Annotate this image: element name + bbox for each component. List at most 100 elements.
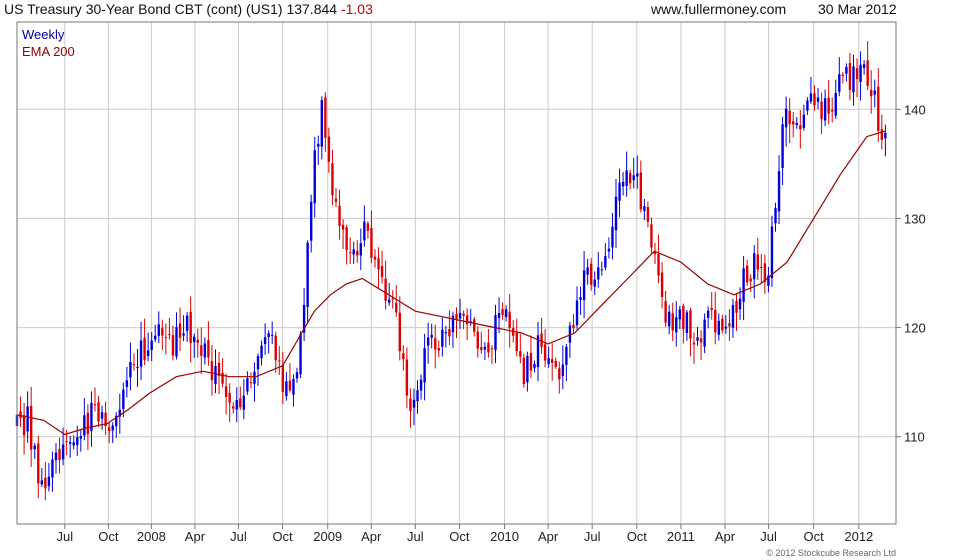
candle-body [551, 359, 554, 363]
candle-body [146, 350, 150, 357]
x-tick-label: Jul [230, 529, 247, 544]
candle-body [324, 97, 327, 138]
candle-body [256, 356, 260, 370]
candle-body [497, 313, 501, 319]
candle-body [781, 124, 784, 168]
candle-body [664, 301, 667, 323]
candle-body [189, 311, 192, 344]
candles [15, 41, 887, 501]
candle-body [136, 367, 139, 369]
candle-body [200, 345, 203, 356]
candle-body [866, 60, 869, 87]
candle-body [285, 381, 288, 397]
candle-body [239, 398, 242, 408]
candle-body [320, 100, 324, 147]
candle-body [22, 415, 26, 436]
candle-body [614, 196, 618, 231]
y-tick-label: 120 [904, 321, 926, 336]
candle-body [543, 344, 547, 361]
candle-body [441, 329, 444, 347]
candle-body [228, 392, 231, 403]
candle-body [696, 337, 699, 341]
candle-body [504, 309, 508, 317]
candle-body [182, 333, 185, 336]
price-change: -1.03 [340, 1, 373, 17]
candle-body [597, 267, 600, 280]
candle-body [150, 340, 153, 351]
ema-layer [16, 130, 886, 436]
candle-body [373, 256, 377, 260]
candle-body [334, 198, 338, 202]
candle-body [263, 337, 267, 344]
candle-body [480, 346, 483, 351]
candle-body [139, 340, 143, 367]
candle-body [611, 226, 614, 248]
candle-body [799, 125, 802, 130]
candle-body [540, 333, 543, 348]
candle-body [820, 101, 823, 120]
x-tick-label: 2008 [137, 529, 166, 544]
candle-body [699, 338, 703, 343]
candle-body [434, 338, 437, 350]
candle-body [221, 372, 224, 384]
candle-body [100, 412, 104, 419]
candle-body [724, 326, 728, 329]
candle-body [558, 368, 561, 380]
candle-body [742, 268, 745, 302]
x-tick-label: 2010 [490, 529, 519, 544]
candle-body [646, 207, 650, 222]
candle-body [129, 362, 132, 378]
candle-body [678, 309, 682, 320]
candle-body [51, 459, 54, 478]
candle-body [636, 173, 639, 177]
candle-body [356, 250, 359, 256]
candle-body [331, 163, 334, 196]
x-tick-label: Jul [407, 529, 424, 544]
candle-body [168, 334, 171, 336]
candle-body [423, 348, 426, 383]
y-tick-label: 110 [904, 430, 925, 445]
candle-body [579, 297, 582, 300]
candle-body [313, 150, 316, 204]
candle-body [852, 66, 855, 93]
candle-body [519, 351, 522, 357]
candle-body [317, 143, 320, 147]
candle-body [710, 307, 713, 311]
candle-body [717, 320, 720, 335]
candle-body [575, 300, 579, 326]
candle-body [512, 328, 515, 336]
candle-body [650, 224, 653, 248]
candle-body [749, 278, 752, 282]
candle-body [735, 300, 738, 313]
candle-body [448, 329, 451, 337]
candle-body [767, 275, 770, 286]
candle-body [660, 272, 664, 297]
candle-body [207, 340, 210, 358]
candle-body [639, 172, 643, 210]
candle-body [721, 318, 724, 331]
candle-body [859, 64, 862, 82]
candle-body [246, 378, 249, 392]
candle-body [125, 380, 129, 387]
candle-body [292, 378, 295, 395]
candle-body [426, 337, 430, 346]
candle-body [753, 253, 756, 280]
candle-body [554, 361, 557, 367]
candle-body [104, 412, 107, 427]
candle-body [462, 313, 465, 316]
candle-body [618, 182, 621, 201]
candle-body [416, 390, 419, 402]
candle-body [309, 201, 313, 241]
candle-body [763, 263, 767, 282]
x-tick-label: Apr [538, 529, 559, 544]
candle-body [657, 253, 660, 276]
candle-body [217, 362, 221, 376]
candle-body [363, 221, 366, 241]
candle-body [834, 92, 837, 116]
candle-body [565, 346, 568, 365]
candle-body [306, 242, 309, 307]
candle-body [455, 313, 458, 319]
candle-body [586, 267, 589, 275]
candle-body [515, 332, 518, 352]
candle-body [178, 323, 182, 338]
